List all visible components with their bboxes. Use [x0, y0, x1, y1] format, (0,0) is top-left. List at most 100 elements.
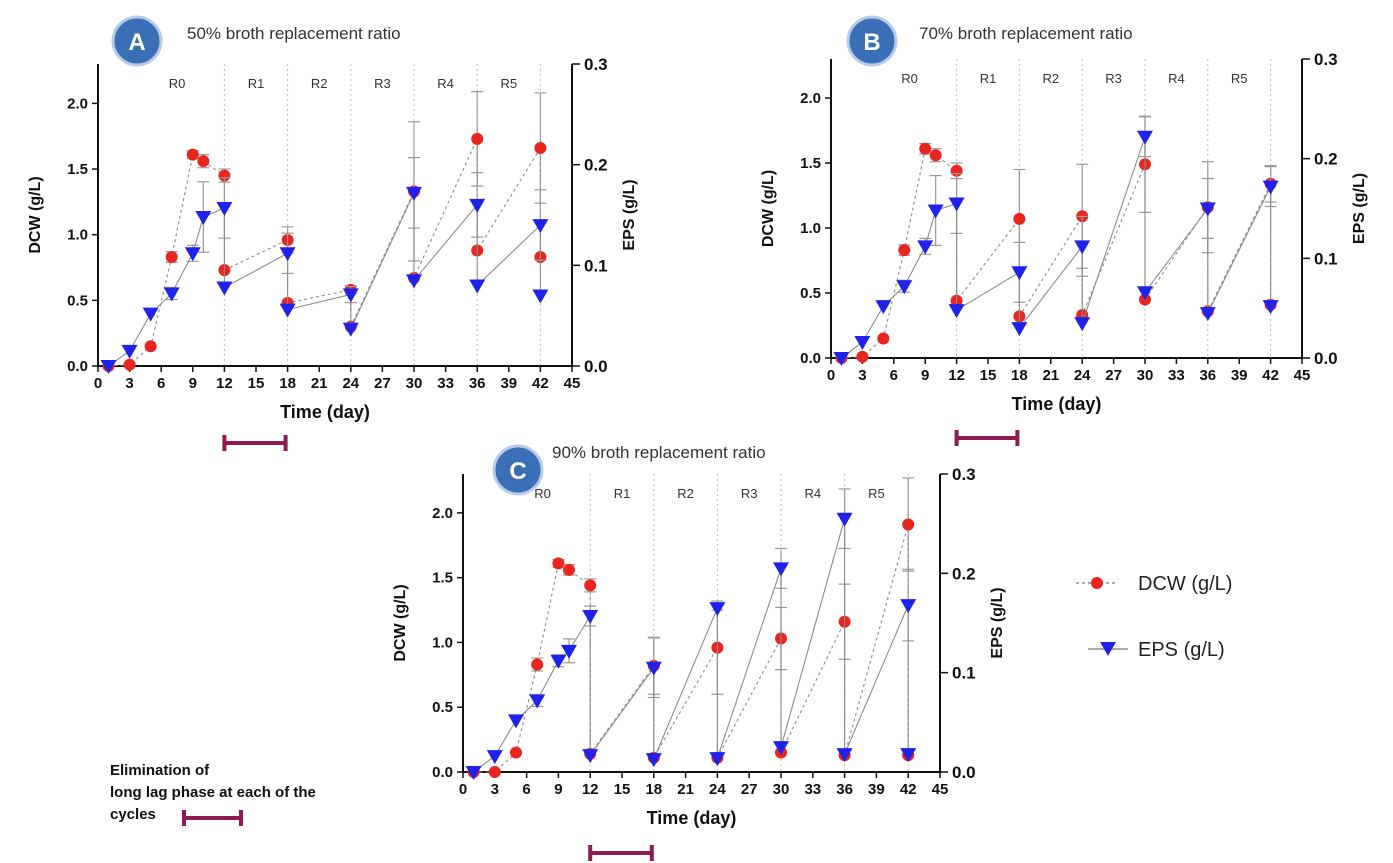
panel-b: B 70% broth replacement ratio R0 R1 R2 R3 R4 R5…	[760, 15, 1368, 446]
point-eps-b-5	[927, 204, 944, 219]
point-eps-a-3	[163, 287, 180, 302]
y-axis-title-a: DCW (g/L)	[27, 176, 44, 253]
y2-tick-label-b-3: 0.3	[1314, 50, 1338, 69]
x-tick-label-b-10: 30	[1137, 367, 1154, 384]
x-tick-label-c-12: 36	[836, 781, 853, 798]
x-axis-title-c: Time (day)	[647, 808, 737, 828]
point-eps-c-13	[773, 741, 789, 756]
point-dcw-a-2	[144, 340, 157, 353]
x-tick-label-c-3: 9	[554, 781, 562, 798]
x-tick-label-b-14: 42	[1262, 367, 1279, 384]
point-dcw-b-2	[877, 332, 890, 345]
cycle-label-c-r3: R3	[741, 486, 758, 501]
point-eps-b-14	[1199, 202, 1216, 217]
point-eps-a-17	[532, 289, 549, 304]
point-dcw-a-3	[165, 251, 178, 264]
point-eps-c-1	[486, 750, 503, 765]
x-tick-label-b-1: 3	[858, 367, 866, 384]
y-tick-label-b-0: 0.0	[800, 350, 821, 367]
point-eps-a-15	[469, 279, 486, 294]
y-tick-label-c-1: 0.5	[432, 699, 453, 716]
cycle-label-c-r5: R5	[868, 486, 885, 501]
point-eps-b-6	[948, 197, 965, 212]
y2-tick-label-b-2: 0.2	[1314, 150, 1338, 169]
x-tick-label-c-0: 0	[459, 781, 467, 798]
note-line-2: long lag phase at each of the	[110, 784, 316, 801]
point-dcw-c-5	[563, 563, 575, 576]
lag-phase-note: Elimination of long lag phase at each of…	[110, 762, 316, 826]
x-axis-title-a: Time (day)	[280, 402, 370, 422]
series-line-eps-c	[473, 518, 909, 773]
y2-tick-label-a-0: 0.0	[584, 357, 608, 376]
cycle-label-a-r4: R4	[437, 76, 454, 91]
x-tick-label-a-1: 3	[125, 375, 133, 392]
x-tick-label-b-12: 36	[1199, 367, 1216, 384]
legend-item-dcw: DCW (g/L)	[1076, 573, 1232, 595]
y-tick-label-b-4: 2.0	[800, 90, 821, 107]
point-dcw-c-1	[488, 766, 501, 778]
lag-bar-b	[954, 430, 1020, 446]
x-tick-label-a-5: 15	[248, 375, 265, 392]
x-tick-label-c-10: 30	[773, 781, 790, 798]
y-tick-label-b-1: 0.5	[800, 285, 821, 302]
point-eps-a-4	[184, 247, 201, 262]
panel-badge-c	[492, 444, 544, 496]
y-axis-title-c: DCW (g/L)	[392, 584, 409, 661]
point-eps-b-8	[1011, 266, 1028, 281]
legend-dcw-marker	[1091, 577, 1103, 589]
x-axis-title-b: Time (day)	[1012, 394, 1102, 414]
point-eps-b-4	[917, 240, 934, 255]
y2-tick-label-c-1: 0.1	[952, 664, 976, 683]
y-tick-label-b-3: 1.5	[800, 155, 821, 172]
point-dcw-b-5	[929, 149, 942, 162]
x-tick-label-b-7: 21	[1042, 367, 1059, 384]
cycle-label-b-r2: R2	[1042, 71, 1059, 86]
point-eps-b-0	[833, 352, 850, 366]
x-tick-label-c-15: 45	[932, 781, 949, 798]
x-tick-label-b-8: 24	[1074, 367, 1091, 384]
point-eps-b-9	[1011, 322, 1028, 337]
point-eps-c-10	[709, 602, 726, 617]
y-tick-label-c-4: 2.0	[432, 505, 453, 522]
legend-eps-label: EPS (g/L)	[1138, 639, 1225, 661]
x-tick-label-c-6: 18	[645, 781, 662, 798]
x-tick-label-b-6: 18	[1011, 367, 1028, 384]
y-tick-label-b-2: 1.0	[800, 220, 821, 237]
cycle-label-c-r1: R1	[614, 486, 631, 501]
note-line-3: cycles	[110, 806, 156, 823]
cycle-label-a-r0: R0	[169, 76, 186, 91]
point-eps-a-14	[469, 198, 486, 213]
x-tick-label-c-11: 33	[804, 781, 821, 798]
point-eps-a-11	[342, 322, 359, 337]
x-tick-label-c-7: 21	[677, 781, 694, 798]
cycle-label-a-r5: R5	[500, 76, 517, 91]
note-line-1: Elimination of	[110, 762, 210, 779]
x-tick-label-a-3: 9	[189, 375, 197, 392]
point-eps-c-11	[709, 752, 726, 767]
point-eps-a-6	[216, 201, 233, 216]
point-eps-b-1	[854, 336, 871, 351]
x-tick-label-a-6: 18	[279, 375, 296, 392]
x-tick-label-c-8: 24	[709, 781, 726, 798]
point-eps-a-5	[195, 211, 212, 226]
point-eps-a-12	[406, 186, 422, 201]
cycle-label-b-r5: R5	[1231, 71, 1248, 86]
point-eps-b-10	[1074, 240, 1091, 255]
x-tick-label-a-11: 33	[437, 375, 454, 392]
y-tick-label-a-0: 0.0	[67, 358, 88, 375]
x-tick-label-b-4: 12	[948, 367, 965, 384]
point-eps-a-10	[342, 288, 359, 303]
series-line-eps-a	[108, 192, 541, 367]
y-tick-label-a-2: 1.0	[67, 227, 88, 244]
point-eps-c-7	[582, 749, 599, 764]
point-dcw-c-4	[552, 557, 565, 570]
cycle-label-b-r4: R4	[1168, 71, 1185, 86]
point-eps-a-9	[279, 303, 296, 318]
x-tick-label-a-14: 42	[532, 375, 549, 392]
x-tick-label-a-4: 12	[216, 375, 233, 392]
x-tick-label-a-10: 30	[406, 375, 423, 392]
point-eps-c-0	[465, 766, 482, 780]
x-tick-label-b-5: 15	[980, 367, 997, 384]
x-tick-label-c-14: 42	[900, 781, 917, 798]
